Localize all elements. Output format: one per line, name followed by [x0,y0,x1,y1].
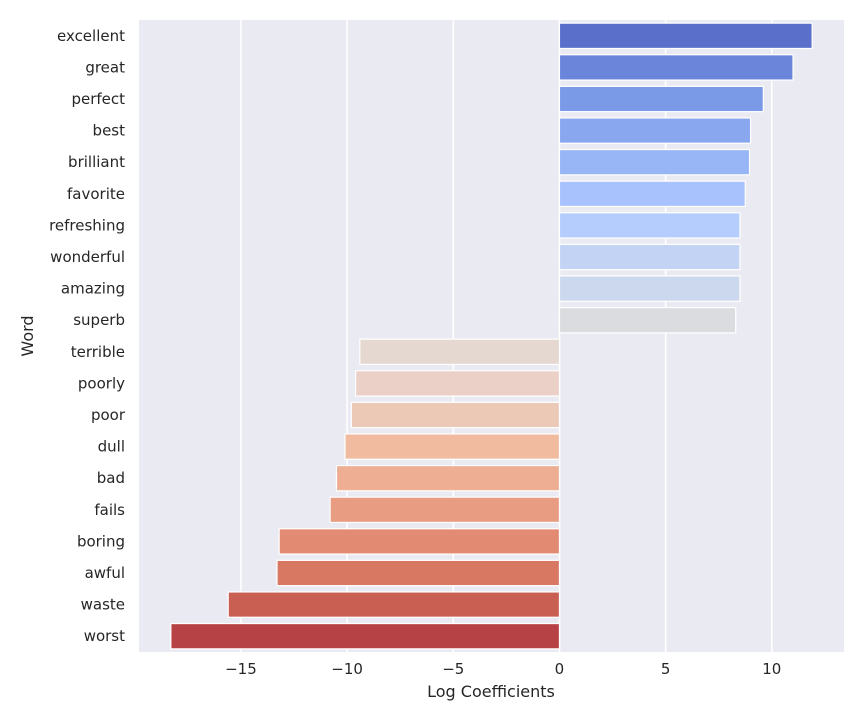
y-tick-label: perfect [71,90,125,108]
y-tick-label: favorite [67,185,125,203]
bar-waste [227,591,561,618]
y-tick-label: boring [77,532,125,550]
y-tick-label: superb [73,311,125,329]
bars [170,22,813,650]
y-tick-label: fails [94,501,125,519]
bar-wonderful [558,243,741,271]
x-tick-label: 0 [555,660,565,678]
bar-poor [350,401,561,429]
x-tick-label: 10 [762,660,781,678]
bar-terrible [359,338,561,366]
bar-best [558,117,752,144]
y-tick-label: poor [91,406,126,424]
bar-fails [329,496,561,524]
y-tick-label: dull [98,438,125,456]
y-tick-label: worst [84,627,125,645]
y-tick-label: brilliant [68,153,125,171]
x-tick-labels: −15 −10 −5 0 5 10 [225,660,781,678]
y-tick-label: awful [85,564,125,582]
x-tick-label: −5 [442,660,464,678]
bar-amazing [558,275,741,302]
x-tick-label: −10 [331,660,363,678]
bar-awful [276,559,561,587]
y-tick-label: waste [81,596,125,614]
bar-dull [344,433,561,460]
y-tick-label: refreshing [49,216,125,234]
y-tick-label: terrible [71,343,125,361]
bar-excellent [558,22,813,50]
bar-worst [170,622,561,650]
y-tick-labels: excellent great perfect best brilliant favori… [49,27,126,645]
bar-favorite [558,180,746,208]
bar-brilliant [558,148,751,176]
bar-great [558,54,794,81]
plot-background [139,20,844,652]
y-tick-label: wonderful [50,248,125,266]
y-tick-label: amazing [61,280,125,298]
x-tick-label: 5 [661,660,671,678]
y-tick-label: bad [97,469,125,487]
y-tick-label: great [85,58,125,76]
x-tick-label: −15 [225,660,257,678]
bar-poorly [354,370,561,397]
y-tick-label: poorly [78,374,125,392]
bar-boring [278,528,561,555]
bar-refreshing [558,212,741,239]
y-tick-label: best [93,122,126,140]
bar-bad [335,464,561,492]
bar-perfect [558,85,764,113]
y-axis-title: Word [18,315,37,356]
y-tick-label: excellent [57,27,125,45]
bar-superb [558,306,737,334]
x-axis-title: Log Coefficients [427,682,555,701]
